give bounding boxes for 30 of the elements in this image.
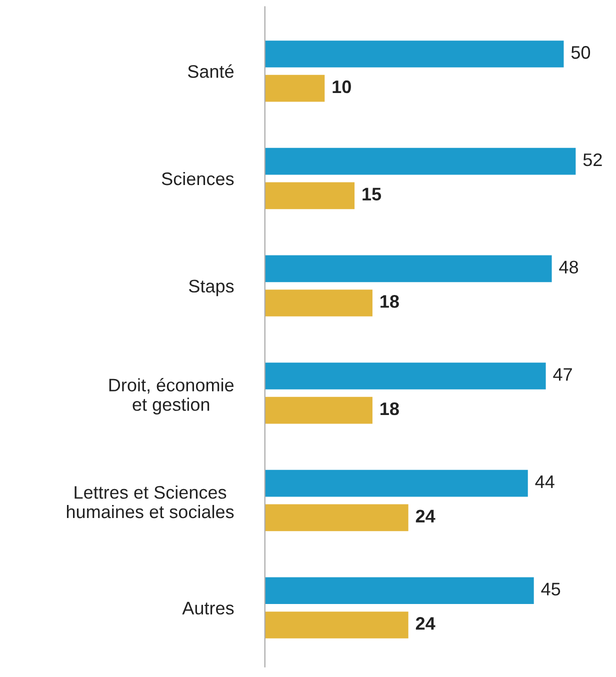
bar [264,396,372,424]
data-label: 15 [362,188,382,201]
data-label: 18 [380,295,399,308]
data-label: 18 [380,402,399,416]
bar [264,182,355,210]
y-tick-label: Lettres et Sciences humaines et sociales [66,486,234,518]
data-label: 50 [571,46,590,59]
data-label: 44 [535,476,554,488]
bar [264,148,576,175]
y-tick-label: Droit, économie et gestion [109,378,234,414]
bar [264,40,564,68]
data-label: 24 [416,510,436,522]
bar [264,290,372,316]
bar [264,470,528,497]
y-tick-label: Staps [188,280,234,296]
bar [264,362,546,390]
bar [264,255,552,282]
bar [264,612,408,638]
y-tick-label: Santé [188,64,234,78]
data-label: 48 [559,260,578,274]
data-label: 47 [553,368,572,381]
bar [264,74,325,102]
data-label: 10 [332,80,351,94]
data-label: 24 [416,617,436,630]
bar [264,577,534,604]
bar [264,504,408,532]
data-label: 52 [583,153,602,166]
y-tick-label: Autres [182,602,234,615]
y-tick-label: Sciences [162,172,234,186]
data-label: 45 [541,582,560,596]
